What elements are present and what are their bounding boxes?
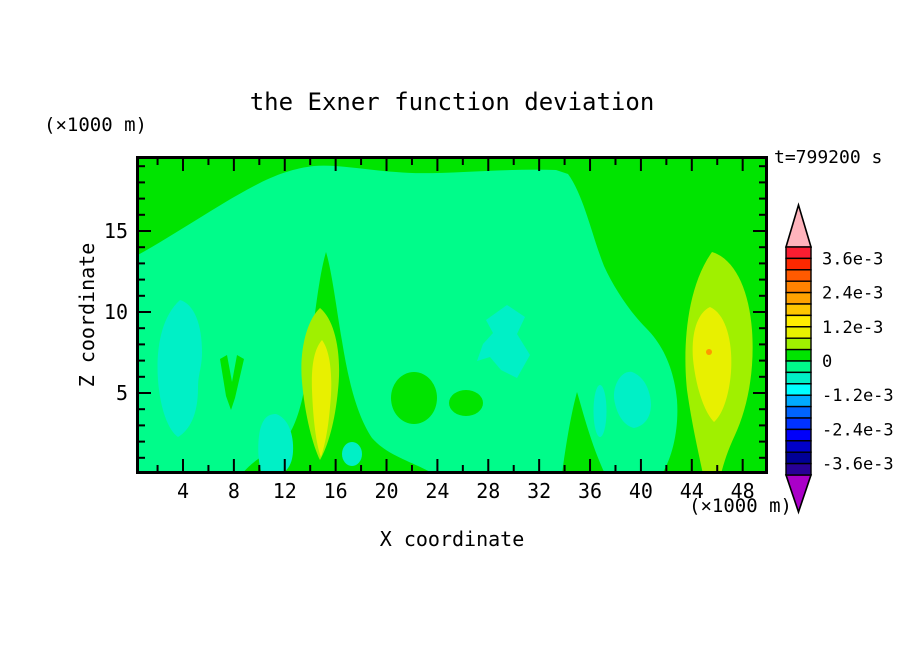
x-axis-title: X coordinate xyxy=(379,527,525,551)
contour-pos3-left-core xyxy=(311,340,332,457)
contour-band-positive-column xyxy=(562,392,605,474)
x-tick-label: 48 xyxy=(730,479,755,503)
contour-pos5-orange-speck xyxy=(706,349,712,355)
x-tick-label: 36 xyxy=(577,479,603,503)
axis-ticks xyxy=(138,158,766,472)
x-tick-label: 20 xyxy=(374,479,399,503)
colorbar-cell xyxy=(785,257,812,271)
colorbar-cell xyxy=(785,451,812,465)
colorbar-cell xyxy=(785,246,812,260)
colorbar-cell xyxy=(785,428,812,442)
colorbar-tick-label: 1.2e-3 xyxy=(822,318,883,338)
colorbar-tick-label: 3.6e-3 xyxy=(822,249,883,269)
contour-band-positive-blob2 xyxy=(449,390,483,416)
plot-title: the Exner function deviation xyxy=(249,88,655,116)
contour-neg2-left-blob xyxy=(157,300,202,437)
y-tick-label: 5 xyxy=(115,381,128,405)
colorbar-cells xyxy=(785,246,812,476)
colorbar-tick-label: -2.4e-3 xyxy=(822,420,894,440)
colorbar-tick-label: 0 xyxy=(822,352,832,372)
contour-band-negative-main xyxy=(136,165,678,474)
contour-field-svg xyxy=(136,156,768,474)
y-tick-label: 10 xyxy=(103,300,128,324)
contour-band-positive-v xyxy=(220,355,244,410)
colorbar-bottom-arrow xyxy=(784,474,813,515)
y-tick-label: 15 xyxy=(103,219,128,243)
colorbar-cell xyxy=(785,291,812,305)
colorbar-cell xyxy=(785,360,812,374)
colorbar-cell xyxy=(785,462,812,476)
colorbar-tick-label: -3.6e-3 xyxy=(822,455,894,475)
x-tick-label: 28 xyxy=(476,479,501,503)
x-tick-label: 32 xyxy=(527,479,552,503)
time-label: t=799200 s xyxy=(774,147,883,168)
x-tick-label: 12 xyxy=(272,479,297,503)
contour-band-positive-blob1 xyxy=(391,372,437,424)
colorbar-top-arrow xyxy=(784,202,813,248)
x-tick-label: 44 xyxy=(679,479,704,503)
colorbar-cell xyxy=(785,371,812,385)
colorbar-cell xyxy=(785,383,812,396)
y-axis-unit: (×1000 m) xyxy=(44,114,147,136)
colorbar-cell xyxy=(785,337,812,351)
colorbar-cell xyxy=(785,314,812,328)
contour-neg2-right-sliver xyxy=(593,385,607,437)
contour-neg2-right-blob xyxy=(613,371,651,428)
colorbar-cell xyxy=(785,303,812,317)
colorbar-cell xyxy=(785,326,812,339)
x-tick-label: 8 xyxy=(227,479,240,503)
colorbar-cell xyxy=(785,440,812,453)
contour-neg2-small-patch xyxy=(342,442,362,466)
x-tick-label: 4 xyxy=(176,479,190,503)
colorbar-tick-label: -1.2e-3 xyxy=(822,386,894,406)
colorbar-cell xyxy=(785,280,812,294)
plot-border xyxy=(136,156,768,474)
contour-plot-area xyxy=(136,156,768,474)
colorbar-cell xyxy=(785,417,812,431)
contour-pos3-right-core xyxy=(692,307,732,422)
colorbar-cell xyxy=(785,348,812,362)
x-tick-label: 24 xyxy=(425,479,450,503)
x-axis-unit: (×1000 m) xyxy=(689,495,792,517)
x-tick-label: 16 xyxy=(323,479,348,503)
colorbar: 3.6e-3 2.4e-3 1.2e-3 0 -1.2e-3 -2.4e-3 -3.6e-3 xyxy=(784,202,894,515)
x-tick-label: 40 xyxy=(628,479,653,503)
colorbar-cell xyxy=(785,405,812,419)
colorbar-tick-label: 2.4e-3 xyxy=(822,284,883,304)
colorbar-labels: 3.6e-3 2.4e-3 1.2e-3 0 -1.2e-3 -2.4e-3 -3.6e-3 xyxy=(822,249,894,474)
colorbar-cell xyxy=(785,394,812,408)
colorbar-cell xyxy=(785,269,812,282)
contour-neg2-center-patch xyxy=(477,305,530,378)
